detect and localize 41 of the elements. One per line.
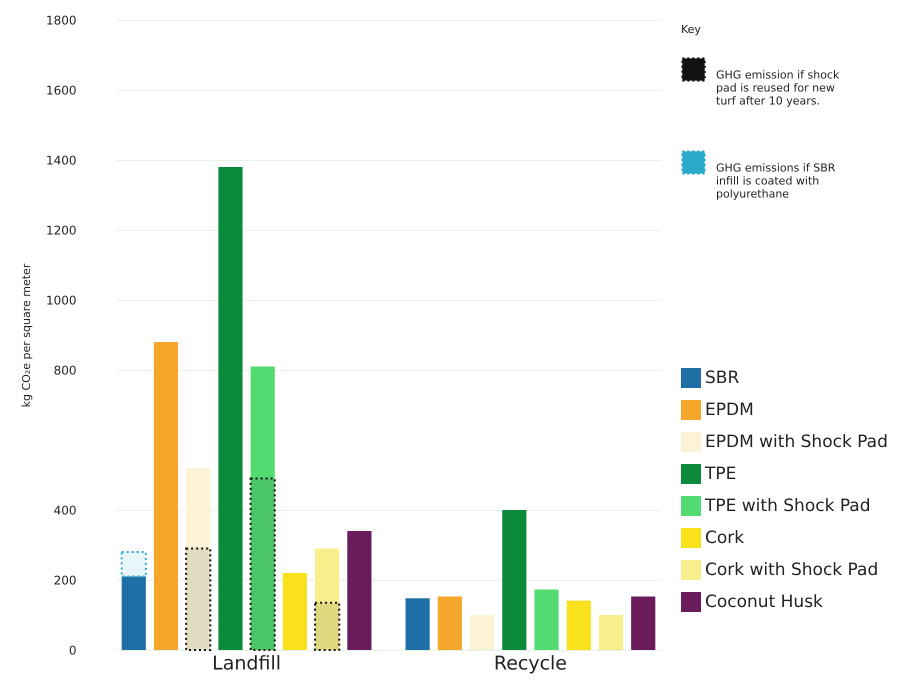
bar: [250, 366, 275, 650]
bar: [438, 596, 462, 650]
legend-label: EPDM: [705, 400, 754, 420]
bar: [120, 551, 147, 578]
legend-label: GHG emission if shock pad is reused for new turf after 10 years.: [716, 68, 840, 108]
legend-label: GHG emissions if SBR infill is coated with polyurethane: [716, 162, 836, 200]
y-tick-label: 200: [54, 574, 76, 588]
bar: [122, 576, 146, 650]
bar: [186, 468, 210, 650]
bar: [470, 615, 494, 650]
y-axis-title: kg CO₂e per square meter: [20, 263, 33, 408]
bar: [347, 531, 372, 650]
legend-label: EPDM with Shock Pad: [705, 432, 888, 452]
bar: [598, 615, 624, 650]
text: Key: [681, 23, 702, 36]
bar: [315, 548, 340, 650]
y-tick-label: 0: [68, 644, 76, 658]
bar: [502, 510, 526, 650]
legend-label: Coconut Husk: [705, 592, 824, 612]
y-tick-label: 400: [54, 504, 76, 518]
y-tick-label: 800: [54, 364, 76, 378]
legend-label: Cork with Shock Pad: [705, 560, 878, 580]
bar: [282, 573, 308, 650]
legend-label: TPE with Shock Pad: [704, 496, 871, 516]
legend-label: Cork: [705, 528, 744, 548]
legend-label: TPE: [704, 464, 736, 484]
bar: [534, 589, 559, 650]
y-tick-label: 1000: [46, 294, 76, 308]
bar: [406, 598, 430, 650]
y-tick-label: 1200: [46, 224, 76, 238]
y-tick-label: 1800: [46, 14, 76, 28]
bar: [566, 600, 591, 650]
legend-label: SBR: [705, 368, 740, 388]
x-tick-label: Landfill: [212, 652, 282, 674]
y-tick-label: 1600: [46, 84, 76, 98]
bar: [154, 342, 178, 650]
bar: [218, 167, 243, 650]
bar: [631, 596, 656, 650]
x-tick-label: Recycle: [494, 652, 568, 674]
bar: [250, 478, 276, 651]
y-tick-label: 1400: [46, 154, 76, 168]
